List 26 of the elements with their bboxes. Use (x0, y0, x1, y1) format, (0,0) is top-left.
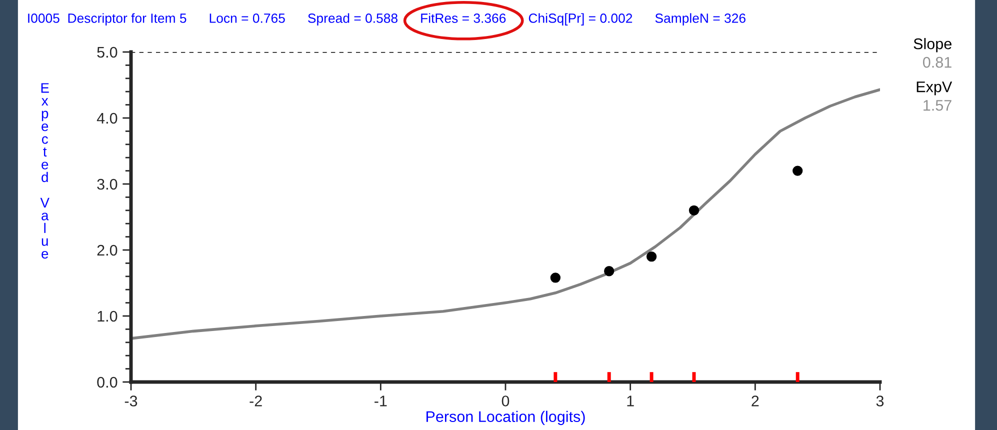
x-tick-label: -1 (374, 396, 387, 406)
point (688, 205, 700, 216)
x-axis-title: Person Location (logits) (426, 410, 585, 426)
point (604, 266, 614, 276)
y-tick-label: 5.0 (97, 46, 118, 58)
text: Slope (914, 38, 952, 52)
text: ExpV (916, 82, 952, 96)
x-tick-label: -3 (124, 396, 138, 406)
x-tick-label: 3 (876, 396, 884, 406)
line-series (131, 88, 880, 340)
y-tick-label: 1.0 (98, 310, 118, 322)
text: 0.81 (923, 56, 952, 68)
x-tick-label: 1 (627, 396, 634, 406)
text: 1.57 (924, 100, 952, 111)
y-tick-label: 4.0 (96, 112, 118, 124)
text: Expected Value (40, 83, 50, 259)
y-tick-label: 0.0 (97, 376, 118, 388)
y-tick-label: 3.0 (97, 178, 118, 190)
point (646, 252, 657, 262)
x-tick-label: 2 (752, 396, 759, 406)
point (550, 272, 561, 283)
point (792, 166, 803, 176)
chart-title: I0005 Descriptor for Item 5 Locn = 0.765 Spread = 0.588 FitRes = 3.366 ChiSq[Pr] = 0.002 SampleN = 326 (28, 13, 746, 26)
y-tick-label: 2.0 (97, 244, 118, 256)
x-tick-label: -2 (250, 396, 262, 406)
x-tick-label: 0 (502, 396, 510, 406)
